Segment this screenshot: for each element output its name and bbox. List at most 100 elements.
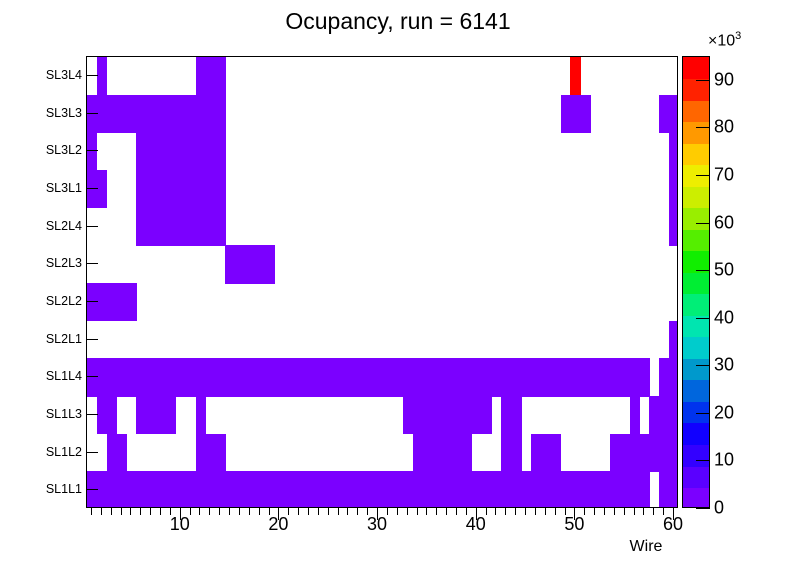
x-axis-tick xyxy=(397,508,398,515)
heatmap-cell xyxy=(491,358,502,397)
heatmap-cell xyxy=(501,471,512,507)
x-axis-tick xyxy=(101,508,102,515)
heatmap-cell xyxy=(580,358,591,397)
heatmap-cell xyxy=(254,471,266,507)
heatmap-cell xyxy=(363,471,374,507)
heatmap-cell xyxy=(383,358,394,397)
y-axis-label-sl2l3: SL2L3 xyxy=(45,256,82,271)
heatmap-cell xyxy=(264,358,276,397)
heatmap-cell xyxy=(146,396,157,435)
heatmap-cell xyxy=(136,170,147,209)
heatmap-cell xyxy=(106,471,118,507)
heatmap-cell xyxy=(323,358,335,397)
heatmap-cell xyxy=(156,170,167,209)
heatmap-cell xyxy=(156,94,167,133)
heatmap-cell xyxy=(195,433,206,472)
heatmap-cells xyxy=(87,57,677,507)
x-axis-tick xyxy=(140,508,141,515)
heatmap-cell xyxy=(264,471,276,507)
heatmap-cell xyxy=(402,396,414,435)
heatmap-cell xyxy=(353,358,364,397)
heatmap-cell xyxy=(146,132,157,171)
heatmap-cell xyxy=(136,94,147,133)
heatmap-cell xyxy=(165,94,177,133)
heatmap-cell xyxy=(175,358,187,397)
heatmap-cell xyxy=(669,471,677,507)
heatmap-cell xyxy=(185,170,197,209)
colorbar-tick-label: 20 xyxy=(714,402,735,423)
heatmap-cell xyxy=(156,132,167,171)
colorbar-tick xyxy=(696,270,710,271)
heatmap-cell xyxy=(432,471,443,507)
heatmap-cell xyxy=(126,94,137,133)
heatmap-cell xyxy=(629,471,641,507)
x-axis-tick xyxy=(180,508,181,520)
heatmap-cell xyxy=(511,358,522,397)
heatmap-cell xyxy=(531,471,542,507)
heatmap-cell xyxy=(600,471,611,507)
heatmap-cell xyxy=(116,433,128,472)
y-axis-tick xyxy=(86,376,98,378)
x-axis-tick xyxy=(219,508,220,515)
heatmap-cell xyxy=(540,471,552,507)
heatmap-cell xyxy=(156,396,167,435)
x-axis-tick xyxy=(653,508,654,515)
heatmap-cell xyxy=(87,283,98,322)
heatmap-cell xyxy=(294,358,305,397)
y-axis-label-sl3l2: SL3L2 xyxy=(45,143,82,158)
heatmap-cell xyxy=(215,170,226,209)
x-axis-tick xyxy=(407,508,408,515)
heatmap-cell xyxy=(383,471,394,507)
colorbar-tick xyxy=(696,127,710,128)
heatmap-cell xyxy=(165,132,177,171)
heatmap-cell xyxy=(126,283,137,322)
x-axis-tick-label: 30 xyxy=(367,514,388,534)
heatmap-cell xyxy=(422,396,433,435)
x-axis-tick xyxy=(121,508,122,515)
heatmap-cell xyxy=(156,207,167,246)
heatmap-plot-area[interactable] xyxy=(86,56,678,508)
heatmap-cell xyxy=(609,471,621,507)
heatmap-cell xyxy=(175,170,187,209)
heatmap-cell xyxy=(165,396,177,435)
x-axis-tick xyxy=(574,508,575,520)
heatmap-cell xyxy=(106,94,118,133)
color-scale-bar[interactable] xyxy=(682,56,710,508)
y-axis-tick xyxy=(86,489,98,491)
heatmap-cell xyxy=(639,471,650,507)
x-axis-tick xyxy=(209,508,210,515)
heatmap-cell xyxy=(205,57,216,96)
heatmap-cell xyxy=(649,396,660,435)
y-axis-tick xyxy=(86,300,98,302)
x-axis-tick xyxy=(535,508,536,515)
heatmap-cell xyxy=(659,471,670,507)
y-axis-tick xyxy=(86,263,98,265)
x-axis-tick xyxy=(495,508,496,515)
heatmap-cell xyxy=(412,396,424,435)
heatmap-cell xyxy=(373,358,384,397)
x-axis-tick xyxy=(357,508,358,515)
colorbar-tick xyxy=(696,365,710,366)
heatmap-cell xyxy=(146,94,157,133)
heatmap-cell xyxy=(116,358,128,397)
x-axis-tick xyxy=(525,508,526,515)
heatmap-cell xyxy=(629,396,641,435)
heatmap-cell xyxy=(609,358,621,397)
heatmap-cell xyxy=(156,358,167,397)
heatmap-cell xyxy=(146,170,157,209)
heatmap-cell xyxy=(659,94,670,133)
heatmap-cell xyxy=(284,358,295,397)
heatmap-cell xyxy=(274,471,285,507)
heatmap-cell xyxy=(254,358,266,397)
colorbar-tick-label: 50 xyxy=(714,259,735,280)
heatmap-cell xyxy=(225,471,236,507)
heatmap-cell xyxy=(106,396,118,435)
heatmap-cell xyxy=(304,471,315,507)
heatmap-cell xyxy=(195,358,206,397)
heatmap-cell xyxy=(185,207,197,246)
y-axis-label-sl1l1: SL1L1 xyxy=(45,482,82,497)
x-axis-tick xyxy=(663,508,664,515)
y-axis-label-sl2l2: SL2L2 xyxy=(45,293,82,308)
heatmap-cell xyxy=(96,57,108,96)
heatmap-cell xyxy=(116,94,128,133)
